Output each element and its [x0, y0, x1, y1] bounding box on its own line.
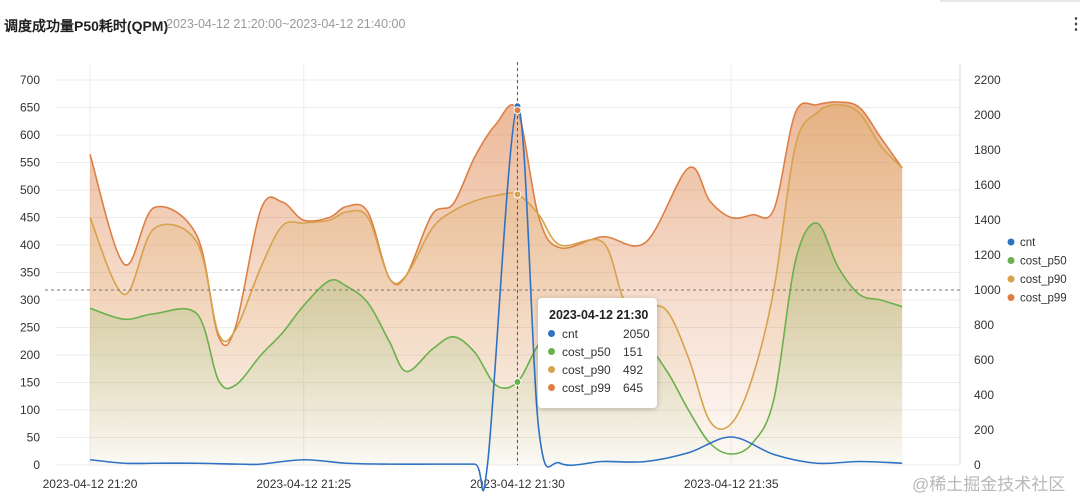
- hover-marker-cost-p90: [513, 190, 522, 199]
- tooltip-name: cost_p50: [562, 345, 611, 359]
- tooltip-dot-cnt: [548, 330, 555, 337]
- y-left-tick-label: 650: [20, 101, 40, 115]
- y-right-tick-label: 600: [974, 353, 994, 367]
- legend-label-cnt: cnt: [1020, 237, 1036, 249]
- legend-label-cost-p99: cost_p99: [1020, 293, 1067, 305]
- y-right-tick-label: 800: [974, 318, 994, 332]
- y-left-tick-label: 150: [20, 376, 40, 390]
- x-tick-label: 2023-04-12 21:20: [43, 477, 138, 491]
- more-options-icon[interactable]: ⋮: [1068, 16, 1080, 33]
- tooltip-row-cost-p90: cost_p90 492: [548, 363, 653, 377]
- y-right-tick-label: 1000: [974, 283, 1001, 297]
- y-left-tick-label: 50: [27, 431, 41, 445]
- y-right-tick-label: 1200: [974, 248, 1001, 262]
- legend-dot-cnt: [1007, 238, 1015, 246]
- panel-time-range: 2023-04-12 21:20:00~2023-04-12 21:40:00: [166, 17, 406, 31]
- panel-header: 调度成功量P50耗时(QPM) 2023-04-12 21:20:00~2023…: [0, 0, 1080, 50]
- tooltip-name: cnt: [562, 327, 579, 341]
- tooltip-dot-cost-p50: [548, 348, 555, 355]
- y-left-tick-label: 400: [20, 238, 40, 252]
- y-left-tick-label: 350: [20, 266, 40, 280]
- legend-dot-cost-p90: [1007, 275, 1015, 283]
- tooltip-value: 151: [623, 345, 644, 359]
- tooltip-row-cost-p50: cost_p50 151: [548, 345, 653, 359]
- y-left-tick-label: 100: [20, 403, 40, 417]
- tooltip-row-cost-p99: cost_p99 645: [548, 381, 653, 395]
- series-line-cost-p99: [89, 101, 903, 347]
- legend-label-cost-p90: cost_p90: [1020, 274, 1067, 286]
- y-left-tick-label: 450: [20, 211, 40, 225]
- y-right-tick-label: 2000: [974, 108, 1001, 122]
- y-left-tick-label: 300: [20, 293, 40, 307]
- y-left-tick-label: 200: [20, 348, 40, 362]
- tooltip-name: cost_p90: [562, 363, 611, 377]
- panel-top-edge: [940, 0, 1080, 2]
- y-right-tick-label: 1600: [974, 178, 1001, 192]
- y-right-tick-label: 2200: [974, 73, 1001, 87]
- x-tick-label: 2023-04-12 21:35: [684, 477, 779, 491]
- tooltip-row-cnt: cnt 2050: [548, 327, 653, 341]
- series-area-cost-p50: [90, 222, 903, 465]
- tooltip-dot-cost-p99: [548, 384, 555, 391]
- chart-tooltip: 2023-04-12 21:30 cnt 2050 cost_p50 151 c…: [538, 298, 657, 408]
- panel-title: 调度成功量P50耗时(QPM): [4, 18, 169, 34]
- hover-marker-cost-p99: [513, 106, 522, 115]
- y-left-tick-label: 700: [20, 73, 40, 87]
- y-left-tick-label: 0: [33, 458, 40, 472]
- tooltip-value: 492: [623, 363, 644, 377]
- watermark: @稀土掘金技术社区: [912, 475, 1066, 494]
- legend-label-cost-p50: cost_p50: [1020, 256, 1067, 268]
- y-left-tick-label: 600: [20, 128, 40, 142]
- legend-dot-cost-p50: [1007, 257, 1015, 264]
- y-right-tick-label: 1800: [974, 143, 1001, 157]
- series-line-cost-p90: [89, 103, 903, 431]
- x-tick-label: 2023-04-12 21:30: [470, 477, 565, 491]
- y-left-tick-label: 250: [20, 321, 40, 335]
- y-right-tick-label: 1400: [974, 213, 1001, 227]
- x-tick-label: 2023-04-12 21:25: [256, 477, 351, 491]
- tooltip-value: 2050: [623, 327, 650, 341]
- hover-marker-cost-p50: [513, 377, 522, 386]
- tooltip-title: 2023-04-12 21:30: [549, 308, 649, 322]
- series-line-cost-p50: [89, 222, 903, 455]
- series-line-cnt: [89, 105, 903, 492]
- legend-dot-cost-p99: [1007, 294, 1015, 301]
- tooltip-dot-cost-p90: [548, 366, 555, 373]
- y-right-tick-label: 400: [974, 388, 994, 402]
- tooltip-value: 645: [623, 381, 644, 395]
- y-right-tick-label: 0: [974, 458, 981, 472]
- y-left-tick-label: 550: [20, 156, 40, 170]
- tooltip-name: cost_p99: [562, 381, 611, 395]
- y-left-tick-label: 500: [20, 183, 40, 197]
- y-right-tick-label: 200: [974, 423, 994, 437]
